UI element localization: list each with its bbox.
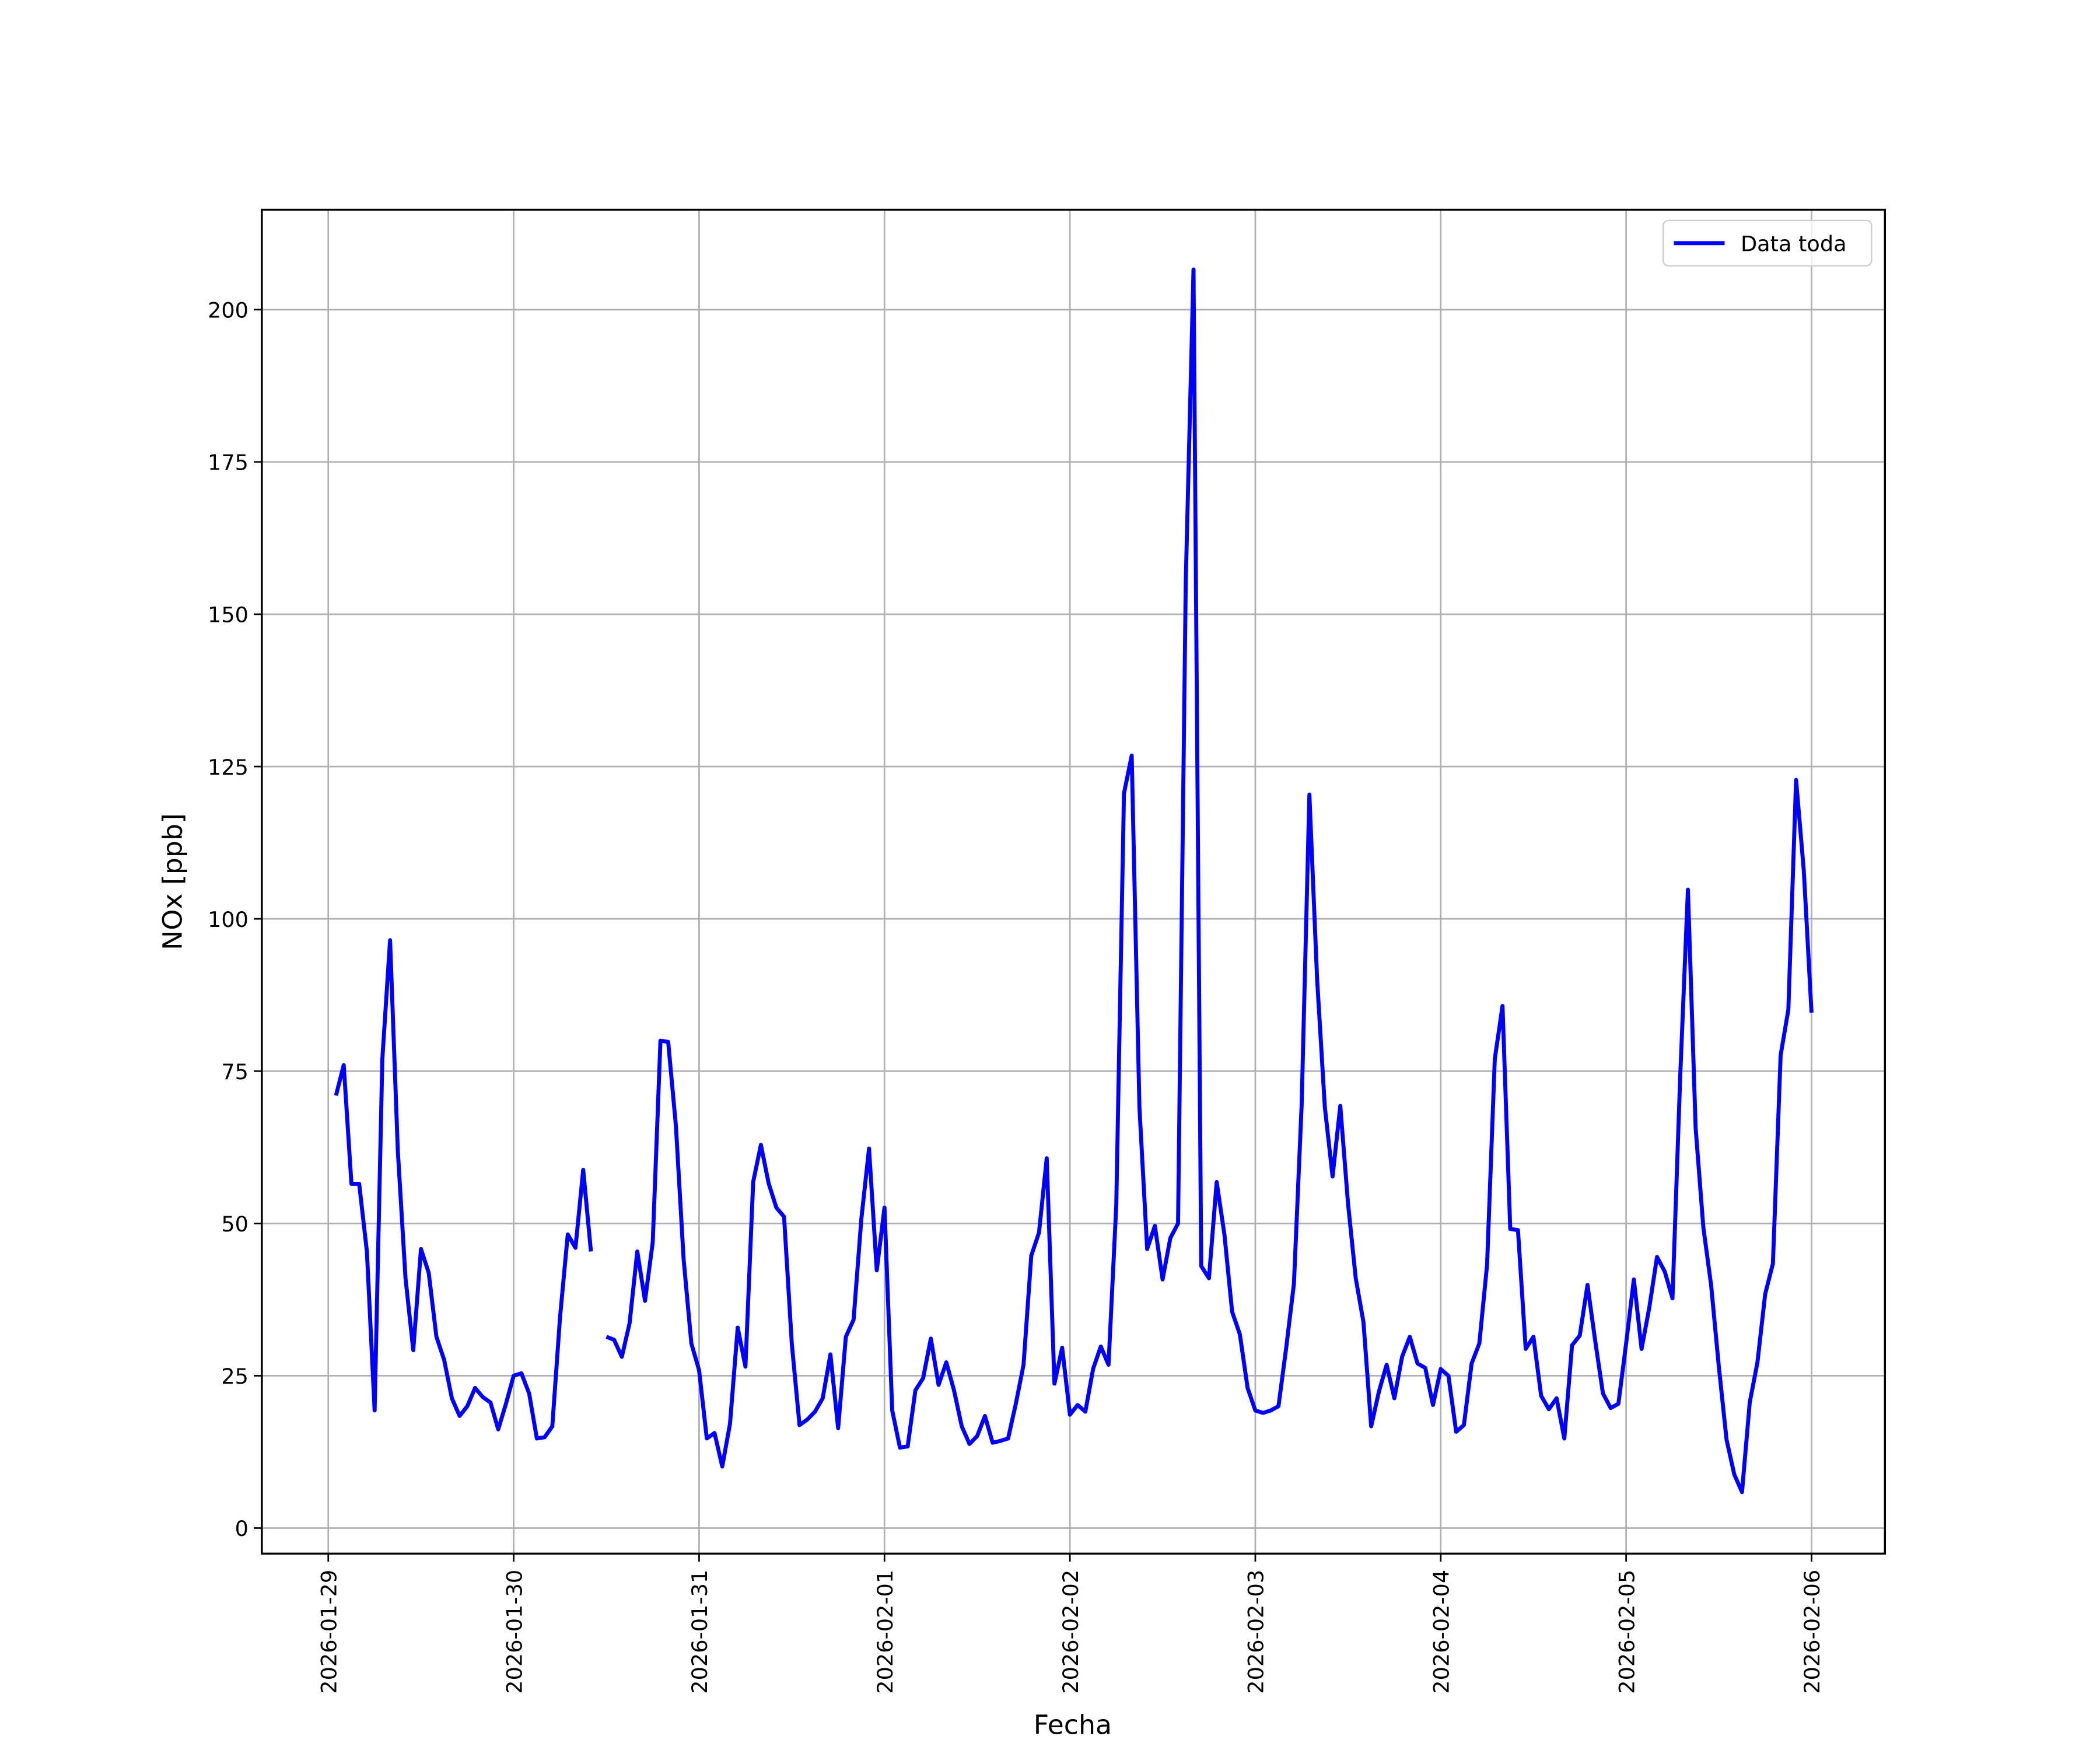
legend-box xyxy=(1662,219,1873,267)
y-tick-label: 200 xyxy=(208,298,249,323)
y-axis-label: NOx [ppb] xyxy=(156,813,188,950)
y-tick-label: 25 xyxy=(221,1364,249,1389)
x-tick-label: 2026-02-06 xyxy=(1800,1570,1825,1694)
x-tick-label: 2026-02-04 xyxy=(1429,1570,1454,1694)
y-tick-label: 100 xyxy=(208,907,249,932)
plot-frame xyxy=(261,208,1887,1555)
x-tick-label: 2026-02-01 xyxy=(873,1570,898,1694)
data-line xyxy=(334,267,1814,1494)
y-tick-label: 175 xyxy=(208,450,249,475)
x-tick-label: 2026-01-29 xyxy=(316,1570,341,1694)
legend-label: Data toda xyxy=(1741,232,1847,257)
y-tick-label: 125 xyxy=(208,755,249,780)
y-tick-label: 0 xyxy=(235,1516,249,1541)
y-tick-label: 150 xyxy=(208,603,249,628)
x-tick-label: 2026-02-02 xyxy=(1058,1570,1083,1694)
x-tick-label: 2026-01-30 xyxy=(502,1570,527,1694)
x-tick-label: 2026-02-05 xyxy=(1614,1570,1639,1694)
y-tick-label: 50 xyxy=(221,1212,249,1237)
x-tick-label: 2026-01-31 xyxy=(687,1570,712,1694)
x-tick-label: 2026-02-03 xyxy=(1244,1570,1269,1694)
y-tick-label: 75 xyxy=(221,1059,249,1084)
x-axis-label: Fecha xyxy=(1034,1709,1112,1741)
